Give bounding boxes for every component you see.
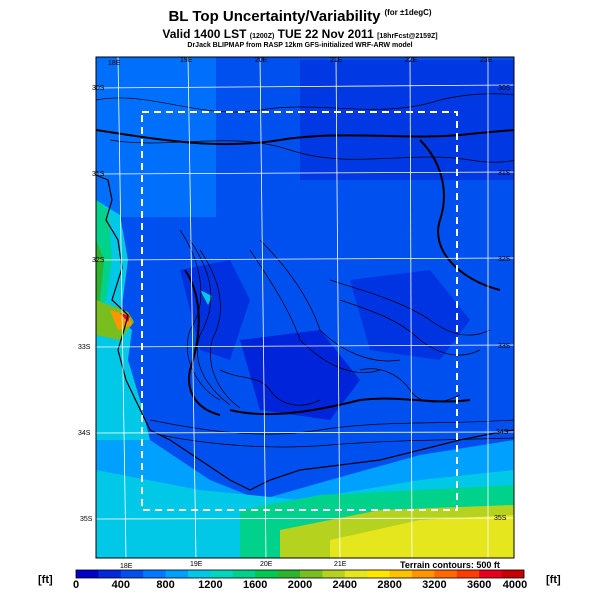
ocean-nw bbox=[96, 57, 216, 217]
colorbar-swatch bbox=[456, 570, 480, 578]
colorbar-swatch bbox=[232, 570, 256, 578]
valid-date: TUE 22 Nov 2011 bbox=[277, 27, 374, 41]
colorbar-tick-label: 2000 bbox=[287, 579, 313, 591]
colorbar-swatch bbox=[367, 570, 390, 578]
colorbar-tick-label: 1600 bbox=[242, 579, 268, 591]
colorbar bbox=[76, 570, 525, 578]
lat-label-right: 31S bbox=[498, 170, 511, 177]
credit-line: DrJack BLIPMAP from RASP 12km GFS-initia… bbox=[187, 42, 413, 49]
lat-label-left: 35S bbox=[80, 516, 93, 523]
colorbar-swatch bbox=[120, 570, 144, 578]
latlon-grid bbox=[95, 56, 515, 559]
lon-label-bottom: 18E bbox=[120, 563, 133, 570]
lon-label-top: 19E bbox=[180, 57, 193, 64]
colorbar-tick-label: 0 bbox=[72, 579, 80, 591]
title-note: (for ±1degC) bbox=[384, 8, 432, 17]
lat-label-left: 31S bbox=[92, 171, 105, 178]
lat-labels-right: 30S 31S 32S 33S 34S 35S bbox=[494, 85, 511, 522]
lon-label-top: 20E bbox=[255, 57, 268, 64]
lon-labels-top: 18E 19E 20E 21E 22E 23E bbox=[108, 57, 493, 67]
lon-labels-bottom: 18E 19E 20E 21E bbox=[120, 561, 347, 570]
lon-label-bottom: 21E bbox=[334, 561, 347, 568]
lon-label-bottom: 19E bbox=[190, 561, 203, 568]
lon-label-top: 23E bbox=[480, 57, 493, 64]
lat-label-right: 32S bbox=[498, 256, 511, 263]
unit-right: [ft] bbox=[546, 574, 561, 586]
colorbar-swatch bbox=[344, 570, 368, 578]
lon-label-top: 22E bbox=[405, 57, 418, 64]
colorbar-tick-label: 3200 bbox=[422, 579, 447, 591]
interior-patch-2 bbox=[240, 330, 360, 420]
colorbar-swatch bbox=[188, 570, 211, 578]
colorbar-swatch bbox=[322, 570, 346, 578]
colorbar-swatch bbox=[255, 570, 278, 578]
colorbar-swatch bbox=[389, 570, 413, 578]
lat-labels-left: 30S 31S 32S 33S 34S 35S bbox=[78, 85, 105, 523]
interior-ne bbox=[300, 60, 514, 180]
colorbar-tick-label: 4000 bbox=[502, 579, 528, 591]
colorbar-swatch bbox=[98, 570, 122, 578]
colorbar-swatch bbox=[434, 570, 458, 578]
colorbar-swatch bbox=[479, 570, 502, 578]
colorbar-tick-label: 2400 bbox=[332, 579, 358, 591]
coastline bbox=[96, 174, 514, 491]
colorbar-swatch bbox=[300, 570, 323, 578]
colorbar-tick-label: 1200 bbox=[198, 579, 223, 591]
lat-label-left: 32S bbox=[92, 257, 105, 264]
title-text: BL Top Uncertainty/Variability bbox=[168, 8, 381, 25]
terrain-note: Terrain contours: 500 ft bbox=[400, 560, 500, 570]
valid-line: Valid 1400 LST (1200Z) TUE 22 Nov 2011 [… bbox=[0, 27, 600, 41]
colorbar-tick-label: 400 bbox=[111, 579, 130, 591]
colorbar-swatch bbox=[143, 570, 166, 578]
south-band-5 bbox=[330, 515, 514, 558]
map-title: BL Top Uncertainty/Variability (for ±1deg… bbox=[0, 8, 600, 25]
lat-label-left: 34S bbox=[78, 430, 91, 437]
lat-label-left: 30S bbox=[92, 85, 105, 92]
colorbar-swatch bbox=[76, 570, 99, 578]
interior-patch-3 bbox=[350, 270, 470, 360]
coast-green-2 bbox=[96, 240, 104, 310]
lat-label-right: 35S bbox=[494, 515, 507, 522]
lon-label-top: 21E bbox=[330, 57, 343, 64]
unit-left: [ft] bbox=[38, 574, 53, 586]
colorbar-swatch bbox=[501, 570, 525, 578]
colorbar-swatch bbox=[165, 570, 189, 578]
small-cyan-spot bbox=[200, 290, 212, 305]
colorbar-tick-label: 2800 bbox=[377, 579, 402, 591]
plot-border bbox=[95, 56, 515, 559]
valid-tail: [18hrFcst@2159Z] bbox=[377, 33, 438, 40]
map-shading bbox=[96, 57, 514, 558]
valid-code: (1200Z) bbox=[249, 33, 275, 40]
lat-label-left: 33S bbox=[78, 344, 91, 351]
lat-label-right: 30S bbox=[498, 85, 511, 92]
dashed-domain-box bbox=[141, 111, 458, 511]
colorbar-tick-label: 3600 bbox=[466, 579, 492, 591]
lon-label-bottom: 20E bbox=[260, 561, 273, 568]
lon-label-top: 18E bbox=[108, 60, 121, 67]
bold-contours bbox=[96, 129, 514, 416]
lat-label-right: 34S bbox=[496, 429, 509, 436]
colorbar-border bbox=[75, 569, 525, 579]
colorbar-tick-label: 800 bbox=[156, 579, 175, 591]
colorbar-swatch bbox=[412, 570, 435, 578]
colorbar-swatch bbox=[210, 570, 234, 578]
lat-label-right: 33S bbox=[498, 343, 511, 350]
valid-time: Valid 1400 LST bbox=[162, 27, 247, 41]
colorbar-swatch bbox=[277, 570, 301, 578]
